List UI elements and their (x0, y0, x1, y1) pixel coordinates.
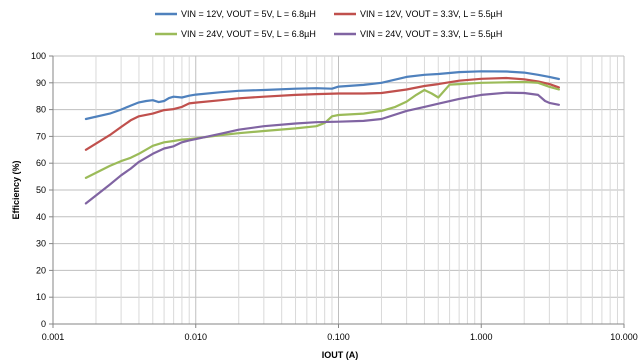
y-tick-label: 80 (36, 105, 46, 115)
legend-label-4: VIN = 24V, VOUT = 3.3V, L = 5.5µH (360, 29, 502, 39)
series-group (84, 70, 561, 205)
x-axis-title: IOUT (A) (322, 350, 359, 360)
x-tick-label: 0.100 (327, 332, 350, 342)
series-line-3 (84, 80, 561, 179)
legend-label-3: VIN = 24V, VOUT = 5V, L = 6.8µH (181, 29, 316, 39)
series-line-2 (84, 76, 561, 151)
y-axis-title: Efficiency (%) (11, 160, 21, 219)
y-tick-label: 100 (31, 51, 46, 61)
y-tick-label: 10 (36, 292, 46, 302)
axes: 0 10 20 30 40 50 60 70 80 90 100 0.001 0.010 0.100 1.0… (31, 51, 638, 342)
y-tick-label: 40 (36, 212, 46, 222)
y-tick-label: 90 (36, 78, 46, 88)
x-tick-label: 10.000 (610, 332, 638, 342)
series-line-4 (84, 91, 561, 205)
series-line-1 (84, 70, 561, 121)
x-tick-label: 1.000 (470, 332, 493, 342)
x-tick-label: 0.001 (42, 332, 65, 342)
legend: VIN = 12V, VOUT = 5V, L = 6.8µH VIN = 12V… (155, 9, 502, 39)
y-tick-label: 0 (41, 319, 46, 329)
y-tick-label: 60 (36, 158, 46, 168)
legend-label-1: VIN = 12V, VOUT = 5V, L = 6.8µH (181, 9, 316, 19)
y-tick-label: 70 (36, 131, 46, 141)
y-tick-label: 50 (36, 185, 46, 195)
y-tick-label: 20 (36, 265, 46, 275)
y-tick-label: 30 (36, 239, 46, 249)
legend-label-2: VIN = 12V, VOUT = 3.3V, L = 5.5µH (360, 9, 502, 19)
x-tick-label: 0.010 (184, 332, 207, 342)
